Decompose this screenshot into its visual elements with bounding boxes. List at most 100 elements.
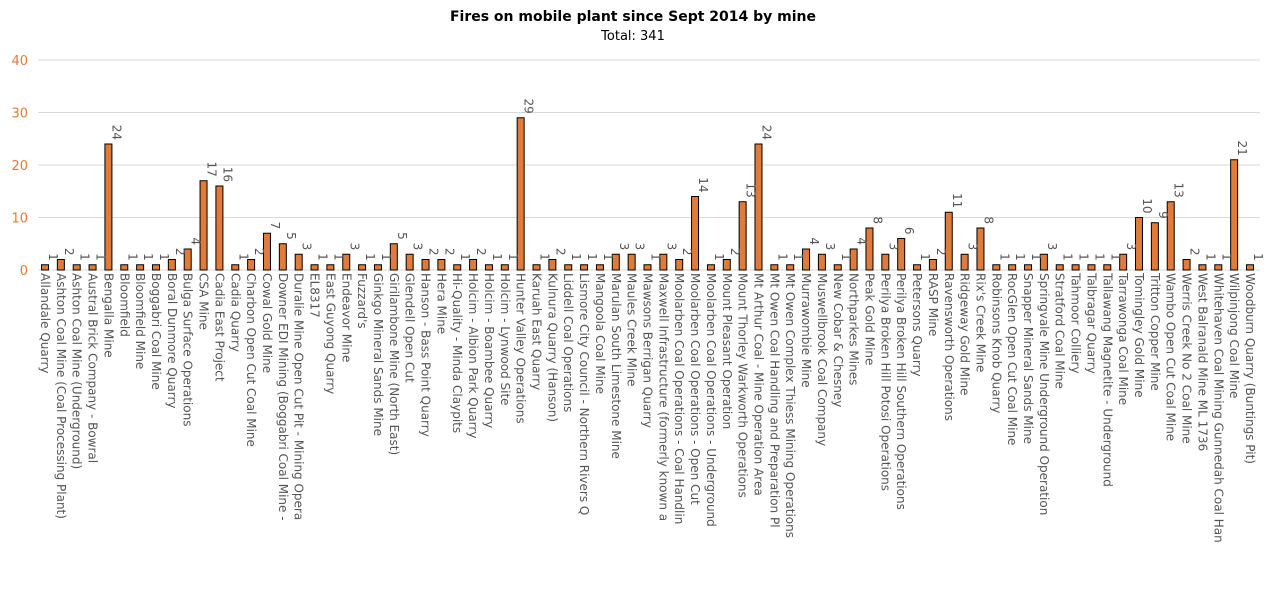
bar <box>262 232 271 271</box>
data-label: 5 <box>395 232 409 240</box>
x-tick-label: Mt Owen Complex Thiess Mining Operations <box>783 273 797 538</box>
data-label: 1 <box>1061 253 1075 261</box>
x-tick-label: Mt Owen Coal Handling and Preparation Pl <box>767 273 781 528</box>
bar <box>960 253 969 271</box>
data-label: 17 <box>205 161 219 176</box>
x-tick-label: New Cobar & Chesney <box>831 273 845 407</box>
x-tick-label: Maules Creek Mine <box>625 273 639 386</box>
x-tick-label: Holcim - Albion Park Quarry <box>466 273 480 438</box>
bar <box>405 253 414 271</box>
data-label: 10 <box>1140 198 1154 213</box>
x-tick-label: Rix's Creek Mine <box>973 273 987 372</box>
data-label: 1 <box>94 253 108 261</box>
bar <box>41 264 49 271</box>
bar <box>976 227 985 271</box>
bar <box>897 238 906 271</box>
x-tick-label: Hera Mine <box>434 273 448 334</box>
bar <box>992 264 1001 271</box>
bar <box>136 264 145 271</box>
x-tick-label: CSA Mine <box>197 273 211 330</box>
data-label: 1 <box>1203 253 1217 261</box>
bar <box>1230 159 1239 271</box>
bar <box>738 201 747 271</box>
bar <box>611 253 620 271</box>
bar <box>167 259 176 271</box>
bar <box>802 248 811 271</box>
x-tick-label: Allandale Quarry <box>38 273 52 374</box>
data-label: 13 <box>1172 182 1186 197</box>
x-tick-label: Mawsons Berrigan Quarry <box>641 273 655 428</box>
x-tick-label: Bulga Surface Operations <box>181 273 195 426</box>
x-tick-label: Hi-Quality - Minda Claypits <box>450 273 464 433</box>
bars <box>41 117 1254 271</box>
data-label: 8 <box>981 216 995 224</box>
bar <box>786 264 795 271</box>
x-tick-label: Muswellbrook Coal Company <box>815 273 829 446</box>
data-label: 8 <box>870 216 884 224</box>
bar <box>564 264 573 271</box>
bar <box>1150 222 1159 271</box>
data-label: 3 <box>823 243 837 251</box>
bar <box>310 264 319 271</box>
bar <box>278 243 287 271</box>
bar <box>516 117 525 271</box>
x-tick-label: Duralie Mine Open Cut Pit - Mining Opera <box>292 273 306 520</box>
bar <box>1246 264 1254 271</box>
data-label: 3 <box>1124 243 1138 251</box>
x-tick-label: Ashton Coal Mine (Underground) <box>70 273 84 469</box>
x-tick-label: Mangoola Coal Mine <box>593 273 607 394</box>
x-tick-label: Murrawombie Mine <box>799 273 813 388</box>
x-tick-label: Maxwell Infrastructure (formerly known a <box>656 273 670 521</box>
bar <box>532 264 541 271</box>
x-tick-label: Downer EDI Mining (Boggabri Coal Mine - <box>276 273 290 521</box>
x-tick-label: Moolarben Coal Operations - Underground <box>704 273 718 527</box>
bar <box>580 264 589 271</box>
x-axis-ticks: Allandale Quarry Ashton Coal Mine (Coal P… <box>38 272 1257 543</box>
data-label: 1 <box>601 253 615 261</box>
bar <box>817 253 826 271</box>
data-label: 1 <box>78 253 92 261</box>
bar <box>469 259 478 271</box>
data-label: 1 <box>379 253 393 261</box>
bar <box>437 259 446 271</box>
bar <box>1214 264 1223 271</box>
data-label: 3 <box>966 243 980 251</box>
data-label: 2 <box>1188 248 1202 256</box>
bar <box>1103 264 1112 271</box>
x-tick-label: Wambo Open Cut Coal Mine <box>1164 273 1178 441</box>
bar <box>373 264 382 271</box>
data-label: 2 <box>442 248 456 256</box>
bar <box>215 185 224 271</box>
x-tick-label: Stratford Coal Mine <box>1053 273 1067 389</box>
x-tick-label: Moolarben Coal Operations - Coal Handlin <box>672 273 686 524</box>
data-label: 1 <box>141 253 155 261</box>
y-tick-label: 30 <box>11 107 28 122</box>
data-label: 2 <box>427 248 441 256</box>
data-label: 1 <box>490 253 504 261</box>
data-label: 1 <box>1077 253 1091 261</box>
x-tick-label: Robinsons Knob Quarry <box>989 273 1003 413</box>
data-label: 1 <box>918 253 932 261</box>
data-label: 1 <box>125 253 139 261</box>
y-axis-ticks: 0 10 20 30 40 <box>11 54 28 279</box>
bar <box>659 253 668 271</box>
bar <box>358 264 367 271</box>
x-tick-label: EL8317 <box>308 273 322 318</box>
bar <box>1055 264 1064 271</box>
y-tick-label: 10 <box>11 212 28 227</box>
bar <box>1182 259 1191 271</box>
x-tick-label: Mount Thorley Warkworth Operations <box>736 273 750 498</box>
data-label: 1 <box>649 253 663 261</box>
data-label: 1 <box>712 253 726 261</box>
x-tick-label: Northparkes Mines <box>847 273 861 385</box>
x-tick-label: East Guyong Quarry <box>323 273 337 394</box>
x-tick-label: Fuzzard's <box>355 273 369 329</box>
x-tick-label: Boral Dunmore Quarry <box>165 273 179 409</box>
bar <box>722 259 731 271</box>
x-tick-label: Ashton Coal Mine (Coal Processing Plant) <box>54 273 68 519</box>
data-label: 1 <box>236 253 250 261</box>
bar <box>881 253 890 271</box>
bar <box>151 264 160 271</box>
